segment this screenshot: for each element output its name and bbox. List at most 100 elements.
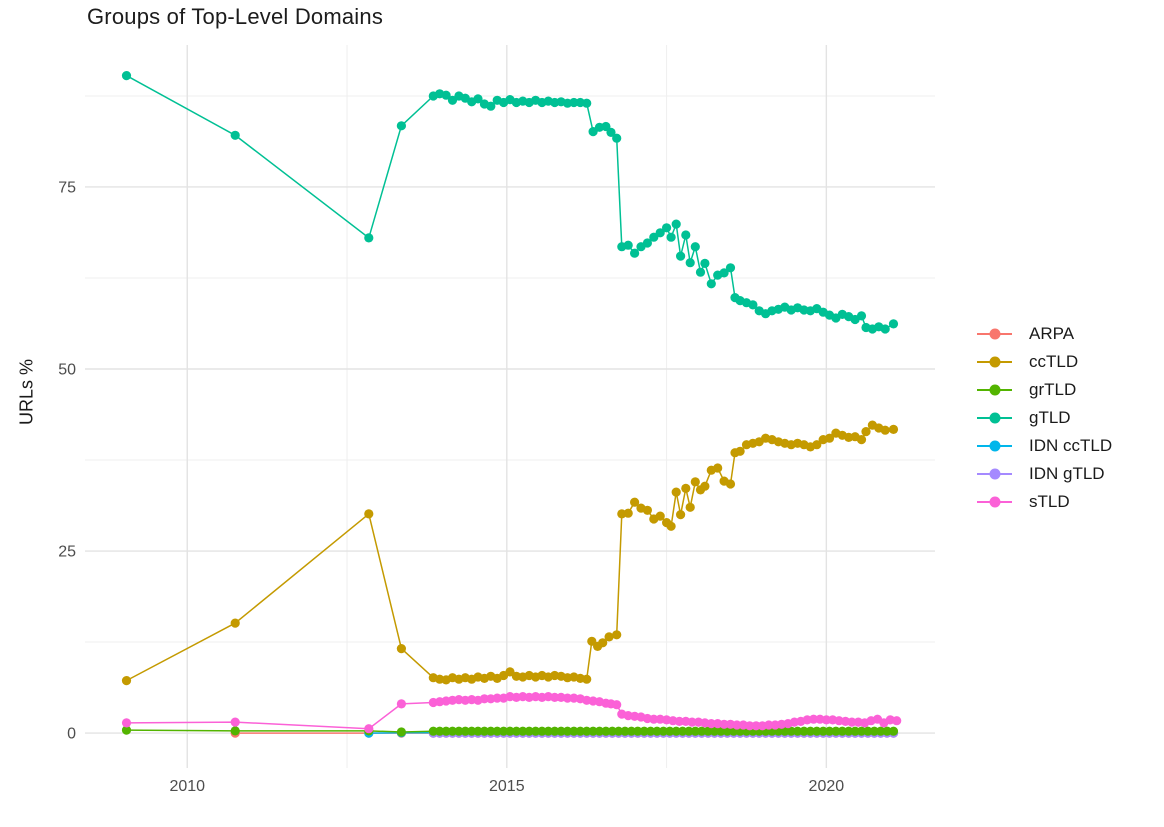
data-point	[588, 726, 598, 736]
data-point	[604, 632, 614, 642]
legend-key-icon	[977, 384, 1012, 396]
data-point	[805, 726, 816, 736]
data-point	[812, 726, 822, 736]
data-point	[582, 98, 592, 108]
legend-label: gTLD	[1029, 408, 1071, 427]
data-point	[880, 425, 890, 435]
data-point	[882, 726, 892, 736]
legend-label: ARPA	[1029, 324, 1075, 343]
y-tick-label: 75	[58, 179, 76, 196]
data-point	[863, 726, 873, 736]
y-tick-label: 0	[67, 726, 76, 743]
y-tick-label: 50	[58, 362, 76, 379]
y-tick-label: 25	[58, 544, 76, 561]
data-point	[713, 463, 723, 473]
data-point	[531, 726, 541, 736]
data-point	[606, 127, 616, 137]
data-point	[850, 726, 860, 736]
legend-label: ccTLD	[1029, 352, 1079, 371]
data-point	[612, 700, 622, 710]
data-point	[396, 699, 406, 709]
data-point	[562, 693, 573, 703]
legend-key-dot	[989, 328, 1000, 340]
data-point	[230, 130, 240, 140]
data-point	[582, 674, 592, 684]
data-point	[793, 726, 803, 736]
data-point	[230, 618, 240, 628]
data-point	[685, 258, 695, 268]
data-point	[856, 311, 867, 321]
data-point	[687, 717, 697, 727]
data-point	[861, 427, 871, 437]
data-point	[786, 726, 796, 736]
x-tick-label: 2010	[169, 778, 205, 795]
x-tick-label: 2020	[809, 778, 845, 795]
data-point	[725, 479, 736, 489]
legend-key-dot	[989, 440, 1000, 452]
series-line	[126, 74, 894, 330]
legend-item-stld: sTLD	[977, 488, 1112, 516]
legend-key-dot	[989, 412, 1000, 424]
legend-item-gtld: gTLD	[977, 404, 1112, 432]
data-point	[524, 726, 534, 736]
data-point	[550, 726, 560, 736]
data-point	[837, 726, 847, 736]
data-point	[630, 248, 640, 258]
data-point	[492, 693, 502, 703]
data-point	[505, 726, 515, 736]
data-point	[646, 726, 656, 736]
data-point	[678, 726, 688, 736]
legend-label: IDN ccTLD	[1029, 436, 1113, 455]
data-point	[441, 726, 451, 736]
data-point	[121, 725, 132, 735]
legend-item-idn-cctld: IDN ccTLD	[977, 432, 1112, 460]
data-point	[467, 726, 477, 736]
data-point	[676, 251, 686, 261]
data-point	[719, 268, 729, 278]
data-point	[666, 232, 676, 242]
data-point	[818, 726, 828, 736]
data-point	[594, 726, 605, 736]
data-point	[880, 324, 890, 334]
data-point	[888, 424, 899, 434]
data-point	[364, 509, 374, 519]
data-point	[642, 505, 653, 515]
series-cctld	[121, 420, 899, 686]
legend-key-dot	[989, 356, 1000, 368]
data-point	[780, 726, 790, 736]
data-point	[537, 726, 547, 736]
data-point	[649, 714, 659, 724]
data-point	[690, 242, 700, 252]
data-point	[486, 101, 496, 111]
data-point	[479, 726, 489, 736]
data-point	[695, 267, 706, 277]
data-point	[719, 719, 729, 729]
data-point	[652, 726, 662, 736]
data-point	[543, 726, 553, 736]
legend-key-dot	[989, 496, 1000, 508]
data-point	[748, 300, 758, 310]
data-point	[396, 121, 406, 131]
data-point	[888, 319, 899, 329]
data-point	[623, 240, 633, 250]
data-point	[575, 726, 585, 736]
data-point	[856, 435, 867, 445]
data-point	[799, 726, 809, 736]
data-point	[569, 97, 579, 108]
data-point	[447, 726, 458, 736]
data-point	[505, 667, 515, 677]
legend: ARPA ccTLD grTLD gTLD IDN ccTLD IDN gTLD sTLD	[977, 320, 1112, 516]
data-point	[633, 726, 643, 736]
data-point	[697, 726, 707, 736]
data-point	[396, 727, 406, 737]
data-point	[121, 71, 132, 81]
data-point	[582, 726, 592, 736]
data-point	[658, 726, 669, 736]
data-point	[623, 508, 633, 518]
data-point	[892, 716, 902, 726]
data-point	[722, 726, 732, 736]
data-point	[700, 258, 710, 268]
data-point	[428, 726, 438, 736]
data-point	[725, 263, 736, 273]
